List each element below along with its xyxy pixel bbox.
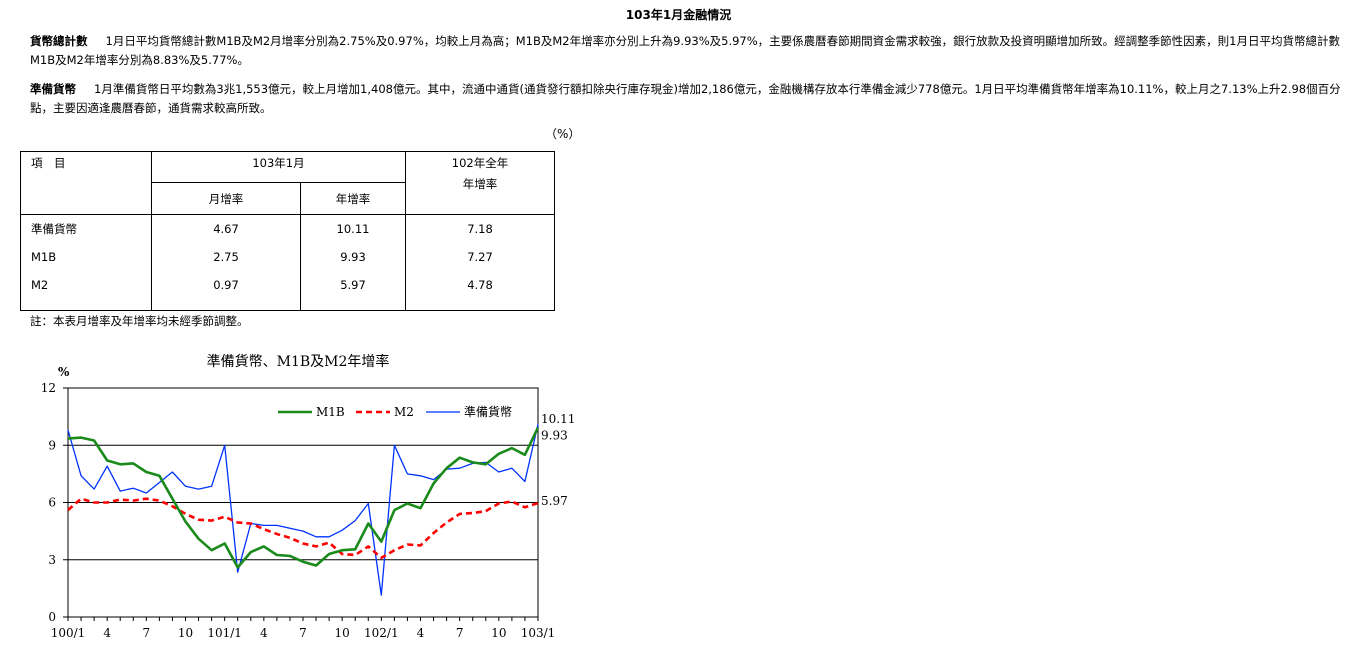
y-tick-label: 3 [48, 553, 56, 567]
row-label: 準備貨幣 [31, 222, 77, 236]
legend-label: 準備貨幣 [464, 404, 512, 419]
month-header: 103年1月 [151, 151, 406, 183]
y-tick-label: 6 [48, 496, 56, 510]
x-axis-ticks: 100/1 4 7 10 101/1 4 7 10 102/1 4 7 10 103/1 [51, 617, 556, 640]
yoy-value: 9.93 [340, 250, 366, 264]
annual-value: 7.27 [467, 250, 493, 264]
chart-title: 準備貨幣、M1B及M2年增率 [207, 353, 390, 370]
annual-column: 7.18 7.27 4.78 [405, 214, 555, 311]
x-tick-label: 103/1 [521, 626, 556, 640]
money-aggregates-heading: 貨幣總計數 [30, 34, 88, 48]
yoy-value: 5.97 [340, 278, 366, 292]
legend: M1B M2 準備貨幣 [278, 404, 512, 419]
growth-rates-table: 項 目 103年1月 102年全年 年增率 月增率 年增率 準備貨幣 M1B M… [20, 151, 555, 311]
series-line-m2 [67, 497, 539, 560]
x-tick-label: 7 [456, 626, 464, 640]
y-tick-label: 0 [48, 610, 56, 624]
growth-rate-line-chart: 準備貨幣、M1B及M2年增率 % 0 3 6 9 12 100/1 4 7 10 101/1 4 7… [41, 353, 576, 640]
annual-value: 7.18 [467, 222, 493, 236]
money-aggregates-paragraph: 貨幣總計數 1月日平均貨幣總計數M1B及M2月增率分別為2.75%及0.97%，均… [30, 32, 1342, 70]
mom-column: 4.67 2.75 0.97 [151, 214, 301, 311]
end-label: 9.93 [541, 429, 568, 443]
yoy-value: 10.11 [336, 222, 370, 236]
mom-value: 4.67 [213, 222, 239, 236]
row-label: M2 [31, 278, 49, 292]
unit-label: （%） [545, 127, 581, 141]
item-header: 項 目 [20, 151, 152, 215]
reserve-money-heading: 準備貨幣 [30, 82, 76, 96]
table-note: 註：本表月增率及年增率均未經季節調整。 [30, 314, 249, 328]
x-tick-label: 4 [260, 626, 268, 640]
series-line-reserve-money [67, 423, 539, 596]
row-label: M1B [31, 250, 57, 264]
x-tick-label: 7 [299, 626, 307, 640]
x-tick-label: 10 [178, 626, 193, 640]
x-tick-label: 4 [103, 626, 111, 640]
y-axis-ticks: 0 3 6 9 12 [41, 381, 68, 624]
yoy-header: 年增率 [300, 182, 406, 215]
x-tick-label: 101/1 [207, 626, 242, 640]
end-value-labels: 9.93 5.97 10.11 [541, 412, 575, 508]
legend-label: M1B [316, 405, 345, 419]
end-label: 5.97 [541, 494, 568, 508]
y-tick-label: 9 [48, 438, 56, 452]
money-aggregates-text: 1月日平均貨幣總計數M1B及M2月增率分別為2.75%及0.97%，均較上月為高… [30, 34, 1340, 67]
x-tick-label: 4 [417, 626, 425, 640]
yoy-column: 10.11 9.93 5.97 [300, 214, 406, 311]
x-tick-label: 102/1 [364, 626, 399, 640]
series-line-m1b [67, 426, 540, 569]
x-tick-label: 10 [491, 626, 506, 640]
series-lines [67, 423, 540, 596]
annual-header-line2: 年增率 [462, 177, 498, 191]
annual-header-line1: 102年全年 [451, 156, 509, 170]
annual-header: 102年全年 年增率 [405, 151, 555, 215]
label-column: 準備貨幣 M1B M2 [20, 214, 152, 311]
end-label: 10.11 [541, 412, 575, 426]
x-tick-label: 10 [335, 626, 350, 640]
y-tick-label: 12 [41, 381, 56, 395]
mom-value: 2.75 [213, 250, 239, 264]
table-subheader-row: 月增率 年增率 [21, 182, 555, 215]
y-axis-unit: % [58, 365, 70, 379]
reserve-money-paragraph: 準備貨幣 1月準備貨幣日平均數為3兆1,553億元，較上月增加1,408億元。其中… [30, 80, 1342, 118]
mom-value: 0.97 [213, 278, 239, 292]
gridlines [68, 444, 538, 561]
x-tick-label: 7 [143, 626, 151, 640]
legend-label: M2 [394, 405, 414, 419]
x-tick-label: 100/1 [51, 626, 86, 640]
page-title: 103年1月金融情況 [625, 8, 732, 22]
annual-value: 4.78 [467, 278, 493, 292]
mom-header: 月增率 [151, 182, 301, 215]
table-header-row: 項 目 103年1月 102年全年 年增率 [20, 151, 555, 215]
table-body-row: 準備貨幣 M1B M2 4.67 2.75 0.97 10.11 9.93 5.… [20, 214, 555, 311]
reserve-money-text: 1月準備貨幣日平均數為3兆1,553億元，較上月增加1,408億元。其中，流通中… [30, 82, 1341, 115]
